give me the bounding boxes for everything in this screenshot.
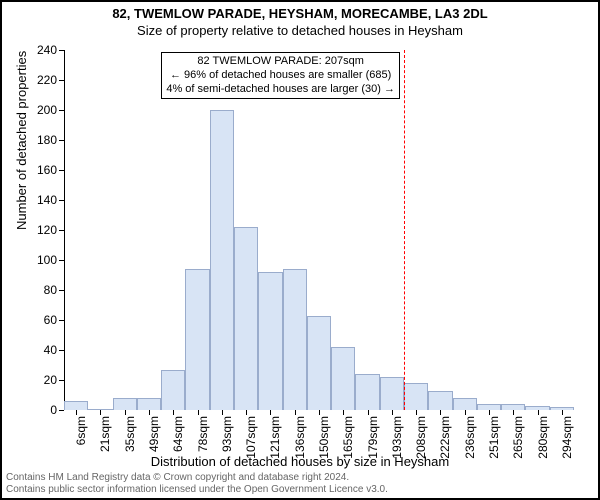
x-tick bbox=[440, 410, 441, 415]
x-tick-label: 136sqm bbox=[293, 416, 307, 459]
annotation-box: 82 TWEMLOW PARADE: 207sqm← 96% of detach… bbox=[161, 52, 400, 99]
y-tick-label: 160 bbox=[37, 163, 57, 177]
x-tick bbox=[368, 410, 369, 415]
x-tick bbox=[222, 410, 223, 415]
x-axis-label: Distribution of detached houses by size … bbox=[2, 454, 598, 469]
x-tick-label: 107sqm bbox=[244, 416, 258, 459]
x-tick bbox=[270, 410, 271, 415]
x-tick-label: 222sqm bbox=[438, 416, 452, 459]
histogram-bar bbox=[307, 316, 331, 411]
y-tick bbox=[59, 200, 64, 201]
y-tick-label: 220 bbox=[37, 73, 57, 87]
x-tick bbox=[513, 410, 514, 415]
x-tick-label: 21sqm bbox=[98, 416, 112, 452]
y-tick bbox=[59, 170, 64, 171]
y-tick-label: 100 bbox=[37, 253, 57, 267]
histogram-bar bbox=[258, 272, 282, 410]
x-tick-label: 121sqm bbox=[268, 416, 282, 459]
x-tick bbox=[319, 410, 320, 415]
histogram-bar bbox=[380, 377, 404, 410]
histogram-bar bbox=[428, 391, 452, 411]
plot-area: 0204060801001201401601802002202406sqm21s… bbox=[64, 50, 574, 410]
x-tick-label: 6sqm bbox=[74, 416, 88, 445]
x-tick-label: 150sqm bbox=[317, 416, 331, 459]
chart-frame: 82, TWEMLOW PARADE, HEYSHAM, MORECAMBE, … bbox=[0, 0, 600, 500]
y-tick-label: 40 bbox=[44, 343, 57, 357]
y-tick-label: 80 bbox=[44, 283, 57, 297]
x-tick-label: 179sqm bbox=[366, 416, 380, 459]
x-tick bbox=[198, 410, 199, 415]
chart-title-sub: Size of property relative to detached ho… bbox=[2, 23, 598, 38]
annotation-line: 82 TWEMLOW PARADE: 207sqm bbox=[166, 55, 395, 69]
y-tick bbox=[59, 80, 64, 81]
histogram-bar bbox=[113, 398, 137, 410]
y-tick bbox=[59, 380, 64, 381]
x-tick bbox=[125, 410, 126, 415]
x-tick-label: 93sqm bbox=[220, 416, 234, 452]
histogram-bar bbox=[404, 383, 428, 410]
x-tick-label: 265sqm bbox=[511, 416, 525, 459]
y-tick-label: 240 bbox=[37, 43, 57, 57]
x-tick-label: 35sqm bbox=[123, 416, 137, 452]
y-tick bbox=[59, 350, 64, 351]
histogram-bar bbox=[453, 398, 477, 410]
x-tick bbox=[76, 410, 77, 415]
x-tick bbox=[392, 410, 393, 415]
annotation-line: ← 96% of detached houses are smaller (68… bbox=[166, 69, 395, 83]
histogram-bar bbox=[210, 110, 234, 410]
y-tick-label: 20 bbox=[44, 373, 57, 387]
x-tick bbox=[416, 410, 417, 415]
y-tick bbox=[59, 230, 64, 231]
y-tick bbox=[59, 260, 64, 261]
footer-line-1: Contains HM Land Registry data © Crown c… bbox=[6, 472, 594, 484]
histogram-bar bbox=[64, 401, 88, 410]
histogram-bar bbox=[234, 227, 258, 410]
x-tick-label: 49sqm bbox=[147, 416, 161, 452]
x-tick-label: 294sqm bbox=[560, 416, 574, 459]
y-tick bbox=[59, 410, 64, 411]
x-tick bbox=[173, 410, 174, 415]
histogram-bar bbox=[161, 370, 185, 411]
x-tick bbox=[100, 410, 101, 415]
y-tick bbox=[59, 290, 64, 291]
x-tick-label: 78sqm bbox=[196, 416, 210, 452]
x-tick-label: 280sqm bbox=[536, 416, 550, 459]
chart-title-main: 82, TWEMLOW PARADE, HEYSHAM, MORECAMBE, … bbox=[2, 6, 598, 21]
y-tick-label: 180 bbox=[37, 133, 57, 147]
x-tick bbox=[562, 410, 563, 415]
y-tick-label: 120 bbox=[37, 223, 57, 237]
x-tick-label: 193sqm bbox=[390, 416, 404, 459]
x-tick bbox=[489, 410, 490, 415]
y-tick bbox=[59, 110, 64, 111]
y-tick-label: 200 bbox=[37, 103, 57, 117]
histogram-bar bbox=[283, 269, 307, 410]
x-tick bbox=[538, 410, 539, 415]
y-tick bbox=[59, 320, 64, 321]
y-tick-label: 0 bbox=[50, 403, 57, 417]
x-tick-label: 251sqm bbox=[487, 416, 501, 459]
x-tick bbox=[149, 410, 150, 415]
y-axis-label: Number of detached properties bbox=[14, 51, 29, 230]
annotation-line: 4% of semi-detached houses are larger (3… bbox=[166, 83, 395, 97]
x-tick bbox=[343, 410, 344, 415]
x-tick bbox=[295, 410, 296, 415]
histogram-bar bbox=[137, 398, 161, 410]
histogram-bar bbox=[331, 347, 355, 410]
x-tick-label: 165sqm bbox=[341, 416, 355, 459]
y-tick-label: 140 bbox=[37, 193, 57, 207]
x-tick bbox=[246, 410, 247, 415]
x-tick-label: 64sqm bbox=[171, 416, 185, 452]
x-tick bbox=[465, 410, 466, 415]
y-tick bbox=[59, 50, 64, 51]
histogram-bar bbox=[355, 374, 379, 410]
reference-line bbox=[404, 50, 405, 410]
y-tick bbox=[59, 140, 64, 141]
histogram-bar bbox=[185, 269, 209, 410]
footer-line-2: Contains public sector information licen… bbox=[6, 484, 594, 496]
footer-credits: Contains HM Land Registry data © Crown c… bbox=[0, 468, 600, 500]
x-tick-label: 208sqm bbox=[414, 416, 428, 459]
y-tick-label: 60 bbox=[44, 313, 57, 327]
x-tick-label: 236sqm bbox=[463, 416, 477, 459]
